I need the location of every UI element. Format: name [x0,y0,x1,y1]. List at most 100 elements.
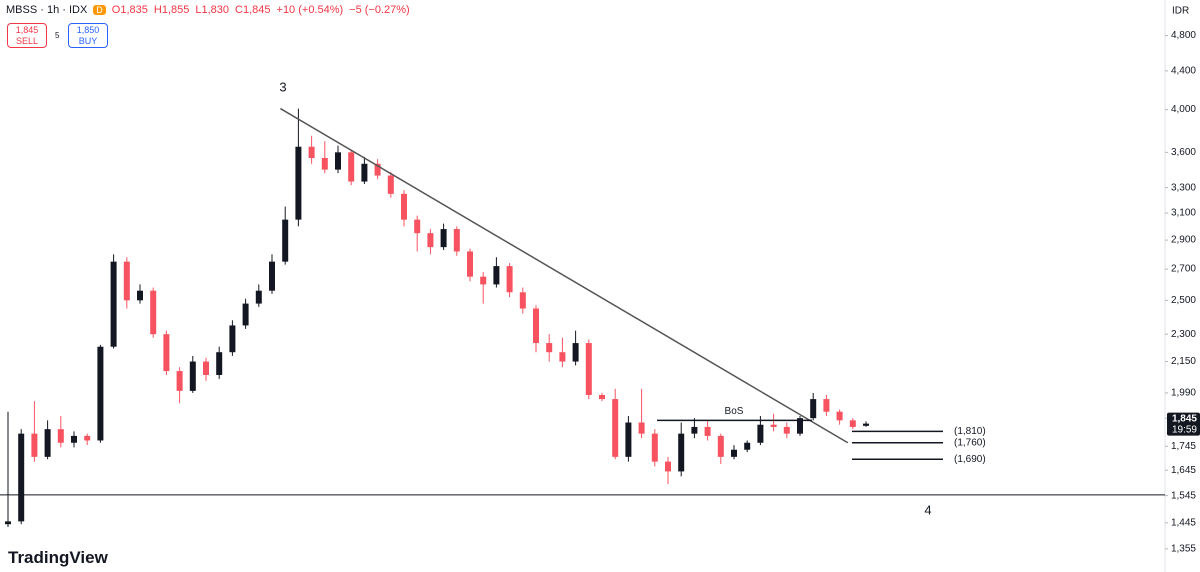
candle-body [269,261,275,291]
candle-body [335,152,341,170]
y-tick-label: 3,300 [1171,182,1196,193]
y-tick-label: 1,545 [1171,490,1196,501]
open: O1,835 [111,4,148,16]
candle-body [493,266,500,285]
candle-body [71,435,77,443]
brand: TradingView [8,548,108,567]
candle-body [757,424,764,443]
candle-body [559,352,566,362]
candle-body [797,418,803,434]
candle-body [31,433,38,457]
y-tick-label: 3,600 [1171,147,1196,158]
candle-body [110,261,117,347]
candle-body [691,426,698,434]
candle-body [242,303,249,326]
candle-body [651,433,658,462]
candle-body [44,429,51,457]
buy-price: 1,850 [76,25,100,35]
sell-button[interactable]: 1,845 SELL [7,23,47,48]
candle-body [5,521,11,525]
candle-body [18,433,25,522]
low: L1,830 [195,4,230,16]
bos-label: BoS [725,406,744,417]
candle-body [863,423,869,426]
buy-label: BUY [78,36,98,46]
price-tag-label: 1,845 [1172,413,1197,424]
candle-body [150,290,157,335]
candle-body [599,394,605,400]
candle-body [836,411,843,421]
level-label: (1,760) [954,437,986,448]
badge: D [93,5,106,15]
candle-body [203,361,209,375]
candle-body [401,193,407,220]
candle-body [308,146,315,159]
price-tag-time: 19:59 [1172,424,1197,435]
currency: IDR [1172,6,1189,17]
y-tick-label: 1,990 [1171,388,1196,399]
sell-price: 1,845 [15,25,39,35]
level-label: (1,810) [954,426,986,437]
y-tick-label: 2,150 [1171,356,1196,367]
sell-label: SELL [15,36,39,46]
spread: 5 [55,31,60,40]
candle-body [361,163,368,182]
y-tick-label: 3,100 [1171,208,1196,219]
candle-body [717,435,724,457]
candle-body [612,399,619,457]
candle-body [744,442,751,450]
symbol[interactable]: MBSS · 1h · IDX [6,4,88,16]
candle-body [374,163,381,176]
candle-body [453,229,460,252]
y-tick-label: 1,355 [1171,544,1196,555]
candle-body [533,308,539,344]
candle-body [84,435,91,441]
candle-body [216,352,223,375]
close: C1,845 [235,4,271,16]
candle-body [189,361,196,391]
candle-body [506,266,513,293]
candle-body [770,424,777,427]
candle-body [229,325,236,353]
y-tick-label: 4,400 [1171,66,1196,77]
header: MBSS · 1h · IDX D O1,835 H1,855 L1,830 C… [6,4,410,16]
candle-body [849,420,856,427]
candle-body [625,422,632,457]
y-tick-label: 2,500 [1171,295,1196,306]
candle-body [638,422,645,434]
candle-body [123,261,130,301]
y-tick-label: 2,700 [1171,264,1196,275]
level-label: (1,690) [954,454,986,465]
candle-body [57,429,64,443]
candle-body [519,292,526,309]
candle-body [480,276,487,285]
candle-body [678,433,685,472]
candle-body [704,426,711,436]
candle-body [414,219,421,234]
y-tick-label: 1,645 [1171,465,1196,476]
y-tick-label: 1,745 [1171,441,1196,452]
buy-button[interactable]: 1,850 BUY [68,23,108,48]
candle-body [176,371,183,391]
candle-body [137,290,143,301]
candle-body [321,158,328,170]
y-tick-label: 1,445 [1171,517,1196,528]
y-tick-label: 2,900 [1171,235,1196,246]
candle-body [572,343,579,362]
candle-body [97,346,104,441]
candle-body [783,426,790,434]
high: H1,855 [153,4,190,16]
candle-body [467,251,473,277]
candle-body [255,290,262,304]
y-tick-label: 4,800 [1171,30,1196,41]
candle-body [665,461,671,472]
change: +10 (+0.54%) [276,4,344,16]
candle-body [440,229,447,248]
candle-body [282,219,289,262]
candle-body [348,152,355,182]
price-tag [1167,412,1200,436]
candle-body [585,343,592,395]
candle-body [731,449,737,457]
